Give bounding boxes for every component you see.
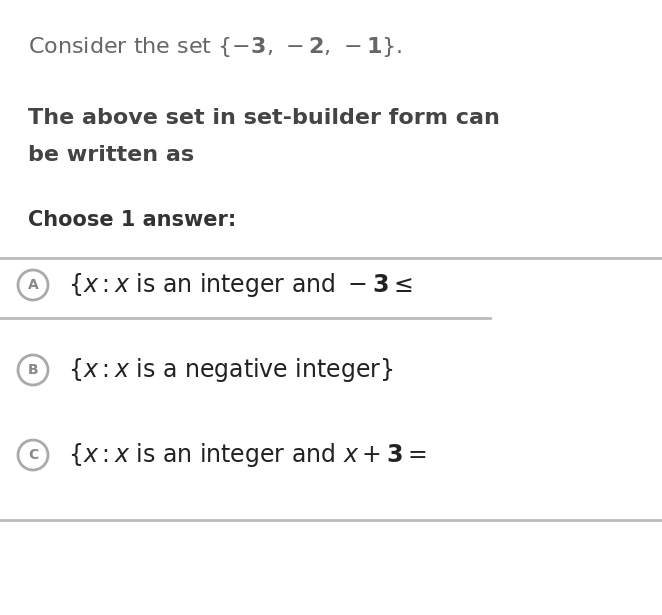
- Text: $\{x : x\text{ is an integer and } -\mathbf{3} \leq$: $\{x : x\text{ is an integer and } -\mat…: [68, 271, 412, 299]
- Text: A: A: [28, 278, 38, 292]
- Text: be written as: be written as: [28, 145, 194, 165]
- Text: The above set in set-builder form can: The above set in set-builder form can: [28, 108, 500, 128]
- Text: Consider the set $\{-\mathbf{3},\,-\mathbf{2},\,-\mathbf{1}\}.$: Consider the set $\{-\mathbf{3},\,-\math…: [28, 35, 402, 59]
- Text: $\{x : x\text{ is a negative integer}\}$: $\{x : x\text{ is a negative integer}\}$: [68, 356, 394, 384]
- Text: $\{x : x\text{ is an integer and } x + \mathbf{3} =$: $\{x : x\text{ is an integer and } x + \…: [68, 441, 426, 469]
- Text: B: B: [28, 363, 38, 377]
- Text: Choose 1 answer:: Choose 1 answer:: [28, 210, 236, 230]
- Text: C: C: [28, 448, 38, 462]
